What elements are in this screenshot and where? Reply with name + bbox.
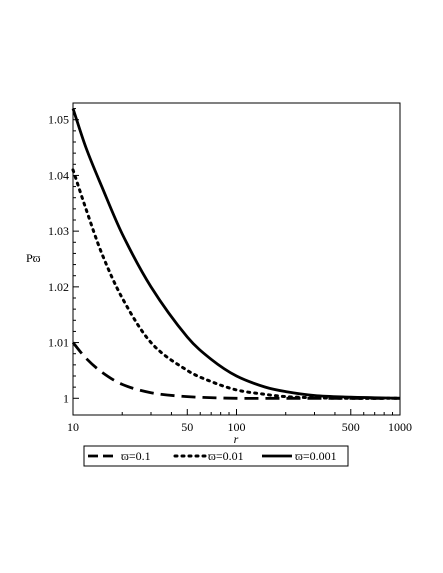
x-tick-label: 1000 <box>388 420 412 434</box>
x-axis: 10 50 100 500 1000 <box>67 409 412 434</box>
y-axis-label: Pϖ <box>26 251 41 265</box>
y-tick-label: 1.04 <box>48 168 69 182</box>
legend-box <box>83 445 349 467</box>
legend: ϖ=0.1 ϖ=0.01 ϖ=0.001 <box>83 445 349 467</box>
legend-label-1: ϖ=0.01 <box>208 449 244 463</box>
plot-frame <box>72 102 401 416</box>
x-axis-label: r <box>234 432 239 446</box>
legend-label-2: ϖ=0.001 <box>295 449 337 463</box>
series-layer <box>71 108 402 400</box>
x-tick-label: 10 <box>67 420 79 434</box>
y-tick-label: 1.05 <box>48 113 69 127</box>
series-line-1 <box>71 168 402 400</box>
x-tick-label: 500 <box>342 420 360 434</box>
y-tick-label: 1 <box>63 391 69 405</box>
y-tick-label: 1.01 <box>48 336 69 350</box>
x-tick-label: 50 <box>181 420 193 434</box>
series-line-2 <box>71 108 401 400</box>
y-tick-label: 1.02 <box>48 280 69 294</box>
legend-label-0: ϖ=0.1 <box>121 449 151 463</box>
x-tick-label: 100 <box>228 420 246 434</box>
y-tick-label: 1.03 <box>48 224 69 238</box>
y-axis: 1 1.01 1.02 1.03 1.04 1.05 <box>48 108 79 405</box>
